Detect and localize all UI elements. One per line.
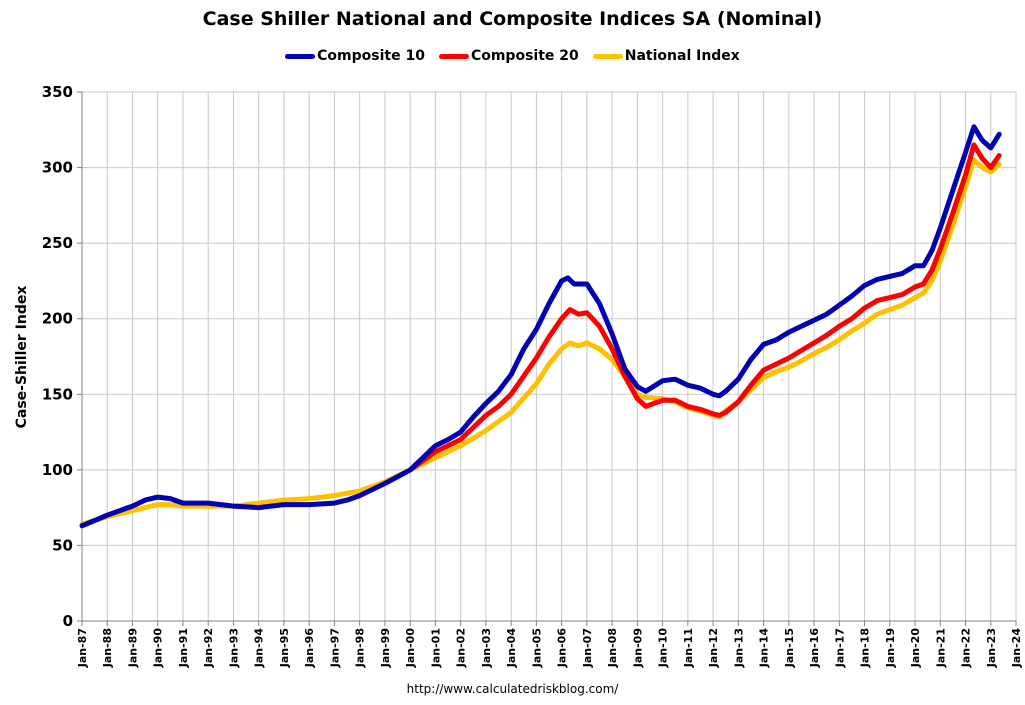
legend-swatch: [285, 53, 316, 59]
x-tick-label: Jan-02: [455, 628, 468, 668]
x-tick-label: Jan-10: [657, 628, 670, 669]
y-tick-label: 250: [42, 234, 73, 252]
x-tick-label: Jan-11: [682, 628, 695, 668]
chart-legend: Composite 10 Composite 20 National Index: [0, 48, 1025, 64]
legend-label: Composite 20: [470, 48, 579, 64]
x-tick-label: Jan-87: [76, 628, 89, 668]
x-tick-label: Jan-08: [606, 628, 619, 668]
x-tick-label: Jan-21: [934, 628, 947, 668]
x-tick-label: Jan-19: [884, 628, 897, 668]
x-tick-label: Jan-24: [1010, 628, 1023, 669]
x-tick-label: Jan-88: [101, 628, 114, 668]
x-tick-label: Jan-15: [783, 628, 796, 668]
y-axis-label: Case-Shiller Index: [14, 285, 30, 429]
x-tick-label: Jan-95: [278, 628, 291, 668]
x-tick-label: Jan-99: [379, 628, 392, 668]
legend-label: National Index: [624, 48, 740, 64]
legend-swatch: [438, 53, 469, 59]
x-tick-label: Jan-12: [707, 628, 720, 668]
x-tick-label: Jan-16: [808, 628, 821, 669]
series-line-composite-10: [79, 124, 1002, 529]
x-tick-label: Jan-96: [303, 628, 316, 669]
x-tick-label: Jan-20: [909, 628, 922, 669]
x-tick-label: Jan-09: [631, 628, 644, 668]
legend-item-composite-20: Composite 20: [438, 48, 579, 64]
y-tick-label: 200: [42, 310, 73, 328]
x-tick-label: Jan-06: [556, 628, 569, 669]
x-tick-label: Jan-13: [732, 628, 745, 668]
x-tick-label: Jan-93: [227, 628, 240, 668]
x-tick-label: Jan-94: [253, 628, 266, 669]
legend-swatch: [592, 53, 623, 59]
x-tick-label: Jan-89: [126, 628, 139, 668]
chart-title: Case Shiller National and Composite Indi…: [202, 8, 823, 30]
x-tick-label: Jan-14: [758, 628, 771, 669]
y-tick-label: 150: [42, 385, 73, 403]
x-tick-label: Jan-18: [859, 628, 872, 668]
legend-item-national-index: National Index: [592, 48, 740, 64]
x-tick-label: Jan-92: [202, 628, 215, 668]
x-tick-label: Jan-23: [985, 628, 998, 668]
series-line-composite-20: [407, 142, 1002, 473]
legend-label: Composite 10: [317, 48, 425, 64]
y-tick-label: 100: [42, 461, 73, 479]
x-tick-label: Jan-91: [177, 628, 190, 668]
x-tick-label: Jan-03: [480, 628, 493, 668]
source-url: http://www.calculatedriskblog.com/: [406, 682, 619, 696]
x-tick-label: Jan-22: [960, 628, 973, 668]
x-tick-label: Jan-05: [530, 628, 543, 668]
y-tick-label: 300: [42, 159, 73, 177]
y-tick-label: 50: [52, 536, 73, 554]
x-tick-label: Jan-17: [833, 628, 846, 668]
x-tick-label: Jan-01: [429, 628, 442, 668]
x-tick-label: Jan-00: [404, 628, 417, 669]
y-tick-label: 0: [63, 612, 73, 630]
x-tick-label: Jan-04: [505, 628, 518, 669]
legend-item-composite-10: Composite 10: [285, 48, 425, 64]
x-tick-label: Jan-97: [328, 628, 341, 668]
y-tick-label: 350: [42, 83, 73, 101]
x-tick-label: Jan-07: [581, 628, 594, 668]
x-tick-label: Jan-90: [152, 628, 165, 669]
x-tick-label: Jan-98: [354, 628, 367, 668]
